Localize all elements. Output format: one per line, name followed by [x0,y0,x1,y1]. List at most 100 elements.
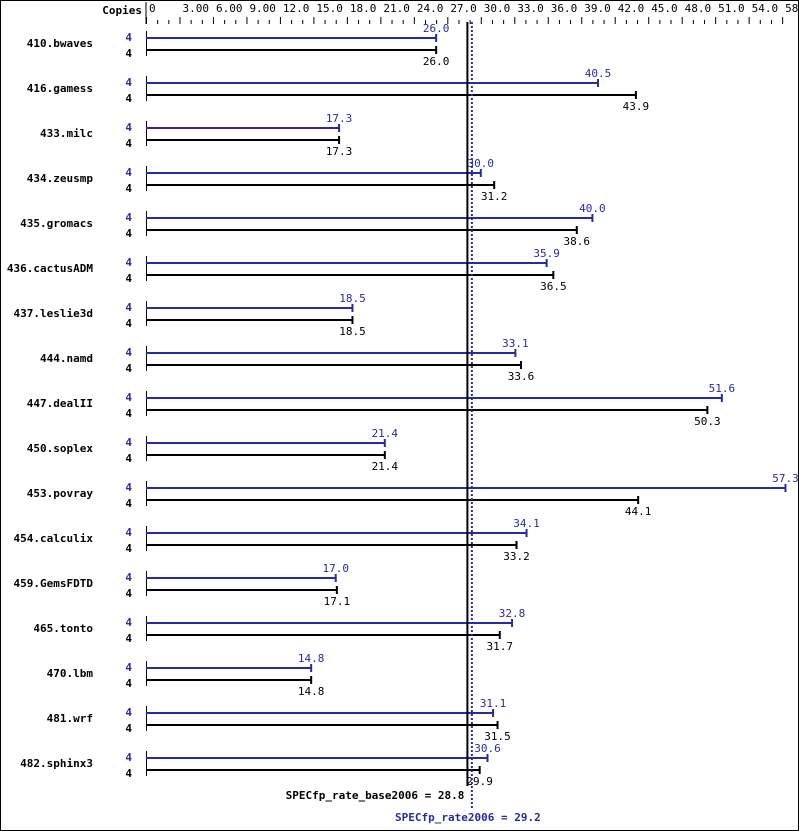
base-value-label: 33.2 [503,550,530,563]
base-value-label: 31.7 [487,640,514,653]
base-copies: 4 [125,47,132,60]
base-value-label: 17.1 [324,595,351,608]
axis-tick-label: 27.0 [450,2,477,15]
benchmark-label: 444.namd [40,352,93,365]
axis-tick-label: 54.0 [752,2,779,15]
base-copies: 4 [125,227,132,240]
peak-copies: 4 [125,481,132,494]
axis-tick-label: 24.0 [417,2,444,15]
axis-tick-label: 33.0 [517,2,544,15]
benchmark-label: 435.gromacs [20,217,93,230]
copies-header: Copies [102,4,142,17]
base-value-label: 33.6 [508,370,535,383]
axis-tick-label: 36.0 [551,2,578,15]
base-copies: 4 [125,632,132,645]
peak-value-label: 40.0 [579,202,606,215]
base-copies: 4 [125,137,132,150]
base-copies: 4 [125,542,132,555]
peak-copies: 4 [125,751,132,764]
benchmark-label: 459.GemsFDTD [14,577,94,590]
benchmark-label: 437.leslie3d [14,307,93,320]
peak-copies: 4 [125,706,132,719]
base-copies: 4 [125,767,132,780]
peak-copies: 4 [125,436,132,449]
base-value-label: 18.5 [339,325,366,338]
axis-tick-label: 12.0 [283,2,310,15]
base-value-label: 50.3 [694,415,721,428]
benchmark-label: 470.lbm [47,667,94,680]
axis-tick-label: 0 [149,2,156,15]
axis-tick-label: 42.0 [618,2,645,15]
benchmark-label: 447.dealII [27,397,93,410]
base-value-label: 36.5 [540,280,567,293]
peak-copies: 4 [125,661,132,674]
axis-tick-label: 51.0 [718,2,745,15]
axis-tick-label: 3.00 [182,2,209,15]
base-copies: 4 [125,677,132,690]
axis-tick-label: 45.0 [651,2,678,15]
base-value-label: 38.6 [564,235,591,248]
benchmark-label: 434.zeusmp [27,172,94,185]
base-value-label: 43.9 [623,100,650,113]
base-value-label: 44.1 [625,505,652,518]
peak-value-label: 18.5 [339,292,366,305]
base-copies: 4 [125,182,132,195]
peak-value-label: 57.3 [772,472,799,485]
peak-copies: 4 [125,616,132,629]
base-copies: 4 [125,497,132,510]
peak-value-label: 32.8 [499,607,526,620]
peak-value-label: 17.0 [322,562,349,575]
peak-summary-label: SPECfp_rate2006 = 29.2 [395,811,541,824]
peak-value-label: 14.8 [298,652,325,665]
base-value-label: 17.3 [326,145,353,158]
axis-tick-label: 30.0 [484,2,511,15]
axis-tick-label: 39.0 [584,2,611,15]
base-copies: 4 [125,722,132,735]
base-copies: 4 [125,92,132,105]
peak-value-label: 17.3 [326,112,353,125]
axis-tick-label: 58.0 [785,2,799,15]
benchmark-label: 481.wrf [47,712,93,725]
base-copies: 4 [125,452,132,465]
peak-value-label: 31.1 [480,697,507,710]
peak-value-label: 40.5 [585,67,612,80]
base-value-label: 29.9 [466,775,493,788]
axis-tick-label: 21.0 [383,2,410,15]
base-copies: 4 [125,407,132,420]
peak-value-label: 33.1 [502,337,529,350]
benchmark-label: 454.calculix [14,532,94,545]
base-value-label: 21.4 [372,460,399,473]
benchmark-label: 465.tonto [33,622,93,635]
peak-value-label: 30.0 [468,157,495,170]
peak-copies: 4 [125,256,132,269]
benchmark-label: 482.sphinx3 [20,757,93,770]
peak-copies: 4 [125,166,132,179]
benchmark-label: 433.milc [40,127,93,140]
axis-tick-label: 9.00 [249,2,276,15]
base-copies: 4 [125,362,132,375]
peak-value-label: 30.6 [474,742,501,755]
peak-copies: 4 [125,31,132,44]
peak-copies: 4 [125,211,132,224]
peak-value-label: 21.4 [372,427,399,440]
axis-tick-label: 6.00 [216,2,243,15]
peak-copies: 4 [125,76,132,89]
base-summary-label: SPECfp_rate_base2006 = 28.8 [286,789,465,802]
axis-tick-label: 15.0 [316,2,343,15]
peak-value-label: 26.0 [423,22,450,35]
peak-value-label: 51.6 [709,382,736,395]
base-copies: 4 [125,272,132,285]
axis-tick-label: 48.0 [685,2,712,15]
peak-value-label: 35.9 [533,247,560,260]
base-value-label: 26.0 [423,55,450,68]
axis-tick-label: 18.0 [350,2,377,15]
base-copies: 4 [125,317,132,330]
peak-copies: 4 [125,121,132,134]
benchmark-label: 450.soplex [27,442,94,455]
benchmark-label: 416.gamess [27,82,93,95]
benchmark-label: 436.cactusADM [7,262,93,275]
peak-copies: 4 [125,391,132,404]
peak-copies: 4 [125,526,132,539]
peak-copies: 4 [125,346,132,359]
